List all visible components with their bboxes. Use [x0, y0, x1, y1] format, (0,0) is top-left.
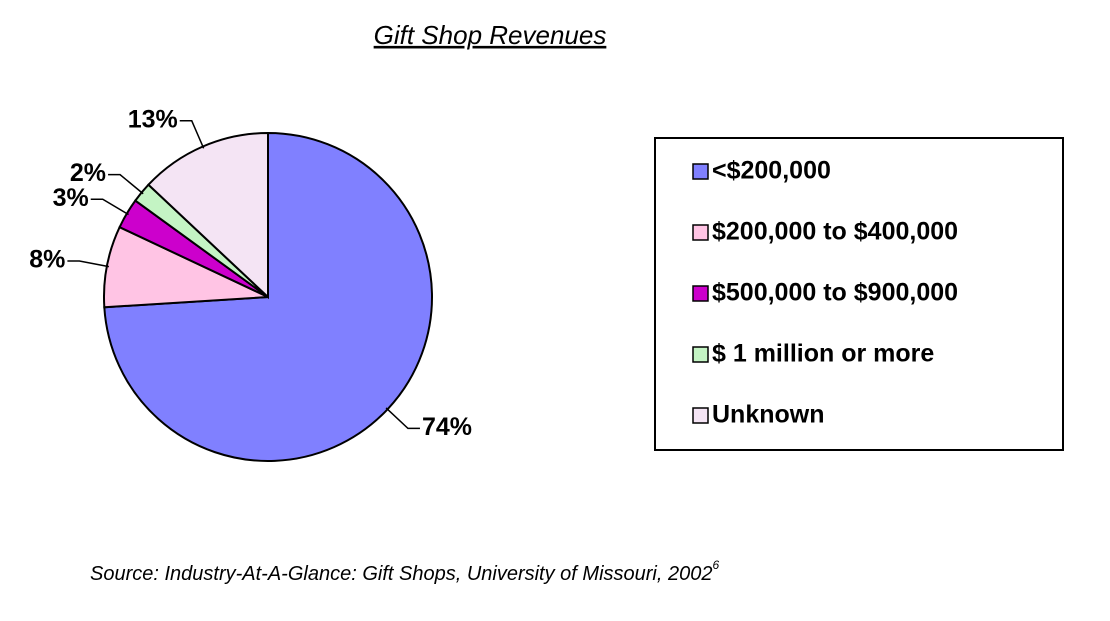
legend-label: <$200,000 [712, 157, 831, 185]
legend-swatch [692, 163, 709, 180]
value-label: 3% [53, 184, 89, 212]
leader-line [179, 120, 205, 149]
legend-swatch [692, 224, 709, 241]
value-label: 8% [29, 246, 65, 274]
value-label: 74% [422, 413, 472, 441]
legend-label: $500,000 to $900,000 [712, 279, 958, 307]
legend-label: $200,000 to $400,000 [712, 218, 958, 246]
leader-line [67, 260, 110, 268]
value-label: 2% [70, 159, 106, 187]
chart-title: Gift Shop Revenues [374, 20, 607, 50]
source-note: 6 [712, 558, 719, 572]
leader-line [108, 173, 144, 195]
legend-swatch [692, 407, 709, 424]
legend-box [654, 137, 1064, 451]
value-label: 13% [128, 105, 178, 133]
source: Source: Industry-At-A-Glance: Gift Shops… [90, 558, 719, 585]
source-text: Source: Industry-At-A-Glance: Gift Shops… [90, 563, 712, 585]
legend-swatch [692, 285, 709, 302]
leader-line [385, 407, 420, 430]
legend-label: $ 1 million or more [712, 340, 934, 368]
legend-label: Unknown [712, 401, 825, 429]
leader-line [90, 198, 129, 216]
legend-swatch [692, 346, 709, 363]
